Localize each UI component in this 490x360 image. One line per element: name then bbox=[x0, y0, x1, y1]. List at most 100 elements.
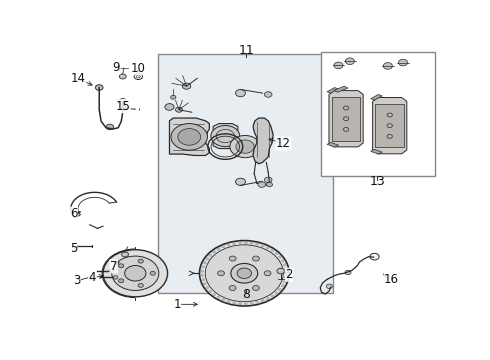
Circle shape bbox=[265, 92, 272, 97]
Circle shape bbox=[227, 244, 230, 246]
Circle shape bbox=[119, 279, 124, 283]
Polygon shape bbox=[371, 149, 382, 154]
Circle shape bbox=[261, 244, 264, 247]
Circle shape bbox=[119, 264, 124, 268]
Circle shape bbox=[285, 272, 288, 274]
Circle shape bbox=[236, 178, 245, 185]
Circle shape bbox=[206, 287, 209, 289]
Circle shape bbox=[103, 250, 168, 297]
Circle shape bbox=[113, 276, 118, 279]
Text: 9: 9 bbox=[113, 61, 120, 74]
Circle shape bbox=[265, 177, 272, 183]
Circle shape bbox=[250, 242, 253, 244]
Circle shape bbox=[227, 301, 230, 303]
Circle shape bbox=[256, 243, 259, 245]
Circle shape bbox=[278, 288, 282, 291]
Circle shape bbox=[261, 300, 264, 302]
Text: 6: 6 bbox=[70, 207, 77, 220]
Circle shape bbox=[138, 283, 144, 287]
Circle shape bbox=[256, 301, 259, 303]
Circle shape bbox=[326, 284, 332, 288]
Circle shape bbox=[209, 290, 212, 292]
Circle shape bbox=[281, 260, 284, 262]
Text: 8: 8 bbox=[242, 288, 250, 301]
Circle shape bbox=[231, 264, 258, 283]
Circle shape bbox=[334, 62, 343, 69]
Text: 1: 1 bbox=[173, 298, 181, 311]
Bar bbox=[158, 54, 333, 293]
Text: 16: 16 bbox=[384, 273, 399, 286]
Text: 12: 12 bbox=[276, 137, 291, 150]
Circle shape bbox=[112, 256, 159, 291]
Circle shape bbox=[267, 298, 270, 300]
Circle shape bbox=[175, 107, 182, 112]
Circle shape bbox=[206, 258, 209, 260]
Polygon shape bbox=[329, 91, 363, 147]
Circle shape bbox=[221, 299, 225, 301]
Circle shape bbox=[278, 256, 282, 258]
Text: 14: 14 bbox=[71, 72, 86, 85]
Circle shape bbox=[383, 63, 392, 69]
Circle shape bbox=[199, 240, 289, 306]
Circle shape bbox=[264, 271, 271, 276]
Text: 4: 4 bbox=[89, 271, 96, 284]
Circle shape bbox=[209, 254, 212, 256]
Circle shape bbox=[211, 126, 240, 147]
Polygon shape bbox=[332, 97, 361, 140]
Circle shape bbox=[205, 245, 283, 302]
Circle shape bbox=[229, 285, 236, 291]
Circle shape bbox=[283, 281, 286, 283]
Circle shape bbox=[121, 106, 127, 111]
Polygon shape bbox=[170, 118, 209, 156]
Circle shape bbox=[221, 246, 225, 248]
Circle shape bbox=[271, 249, 274, 252]
Circle shape bbox=[178, 129, 200, 145]
Circle shape bbox=[252, 285, 259, 291]
Circle shape bbox=[398, 59, 408, 66]
Circle shape bbox=[229, 256, 236, 261]
Text: 11: 11 bbox=[238, 45, 254, 58]
Circle shape bbox=[345, 58, 354, 64]
Circle shape bbox=[285, 268, 288, 270]
Text: 5: 5 bbox=[70, 242, 77, 255]
Circle shape bbox=[201, 266, 205, 268]
Circle shape bbox=[122, 252, 128, 257]
Text: 15: 15 bbox=[116, 100, 131, 113]
Polygon shape bbox=[334, 86, 348, 92]
Text: 3: 3 bbox=[73, 274, 80, 287]
Circle shape bbox=[171, 123, 207, 150]
Polygon shape bbox=[327, 87, 339, 93]
Circle shape bbox=[238, 303, 242, 305]
Circle shape bbox=[237, 268, 251, 279]
Circle shape bbox=[285, 276, 288, 279]
Circle shape bbox=[109, 269, 114, 272]
Circle shape bbox=[213, 251, 216, 253]
Polygon shape bbox=[371, 94, 382, 100]
Circle shape bbox=[120, 74, 126, 79]
Circle shape bbox=[165, 104, 174, 110]
Bar bbox=[321, 51, 435, 176]
Circle shape bbox=[217, 296, 220, 298]
Circle shape bbox=[250, 302, 253, 305]
Circle shape bbox=[281, 285, 284, 287]
Circle shape bbox=[182, 83, 191, 89]
Circle shape bbox=[96, 85, 103, 90]
Text: 13: 13 bbox=[369, 175, 385, 188]
Circle shape bbox=[267, 183, 272, 187]
Circle shape bbox=[201, 279, 205, 281]
Circle shape bbox=[258, 182, 266, 187]
Circle shape bbox=[138, 259, 144, 263]
Circle shape bbox=[213, 293, 216, 296]
Circle shape bbox=[230, 135, 260, 158]
Circle shape bbox=[203, 283, 206, 285]
Polygon shape bbox=[327, 143, 339, 147]
Polygon shape bbox=[213, 123, 238, 149]
Circle shape bbox=[233, 302, 236, 304]
Polygon shape bbox=[375, 104, 404, 148]
Circle shape bbox=[236, 90, 245, 97]
Circle shape bbox=[283, 264, 286, 266]
Circle shape bbox=[277, 268, 285, 274]
Circle shape bbox=[345, 270, 351, 275]
Text: 2: 2 bbox=[285, 268, 293, 281]
Circle shape bbox=[275, 292, 278, 294]
